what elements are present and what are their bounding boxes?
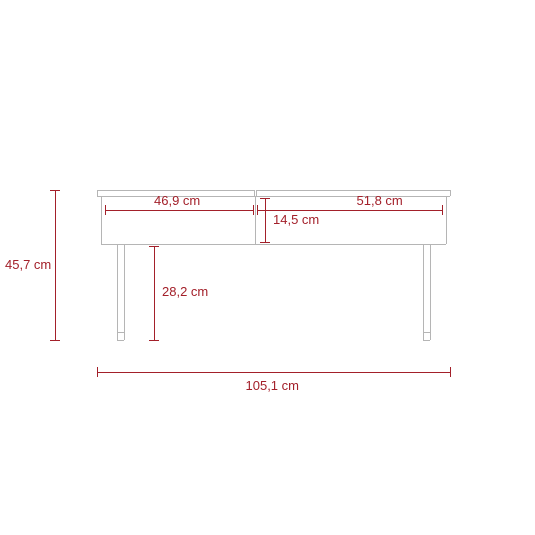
tabletop-split-r xyxy=(256,190,257,196)
dim-apron-line xyxy=(265,198,266,242)
dim-leg-tick-t xyxy=(149,246,159,247)
dim-leftcomp-tick-l xyxy=(105,205,106,215)
dim-rightcomp-tick-l xyxy=(257,205,258,215)
dim-leg-tick-b xyxy=(149,340,159,341)
dim-height-line xyxy=(55,190,56,340)
dimension-diagram: 45,7 cm 105,1 cm 46,9 cm 51,8 cm 14,5 cm 28,2… xyxy=(0,0,535,535)
dim-width-line xyxy=(97,372,450,373)
dim-height-label: 45,7 cm xyxy=(5,257,51,272)
dim-width-tick-r xyxy=(450,367,451,377)
dim-height-tick-top xyxy=(50,190,60,191)
dim-apron-tick-t xyxy=(260,198,270,199)
leg-right-foot xyxy=(423,340,430,341)
dim-rightcomp-tick-r xyxy=(442,205,443,215)
dim-rightcomp-label: 51,8 cm xyxy=(357,193,403,208)
leg-left-inner xyxy=(124,244,125,340)
dim-rightcomp-line xyxy=(257,210,442,211)
leg-right-outer xyxy=(430,244,431,340)
apron-divider xyxy=(255,196,256,244)
dim-leg-line xyxy=(154,246,155,340)
leg-right-cap xyxy=(423,332,430,333)
apron-left xyxy=(101,196,102,244)
leg-left-foot xyxy=(117,340,124,341)
tabletop-left-edge xyxy=(97,190,98,196)
tabletop-right-edge xyxy=(450,190,451,196)
dim-leftcomp-line xyxy=(105,210,253,211)
dim-leftcomp-label: 46,9 cm xyxy=(154,193,200,208)
dim-width-label: 105,1 cm xyxy=(246,378,299,393)
dim-width-tick-l xyxy=(97,367,98,377)
apron-bottom xyxy=(101,244,446,245)
tabletop-top-right xyxy=(256,190,450,191)
dim-apron-tick-b xyxy=(260,242,270,243)
leg-left-cap xyxy=(117,332,124,333)
dim-height-tick-bot xyxy=(50,340,60,341)
leg-right-inner xyxy=(423,244,424,340)
leg-left-outer xyxy=(117,244,118,340)
dim-leftcomp-tick-r xyxy=(253,205,254,215)
apron-right xyxy=(446,196,447,244)
dim-leg-label: 28,2 cm xyxy=(162,284,208,299)
dim-apron-label: 14,5 cm xyxy=(273,212,319,227)
tabletop-top-left xyxy=(97,190,254,191)
